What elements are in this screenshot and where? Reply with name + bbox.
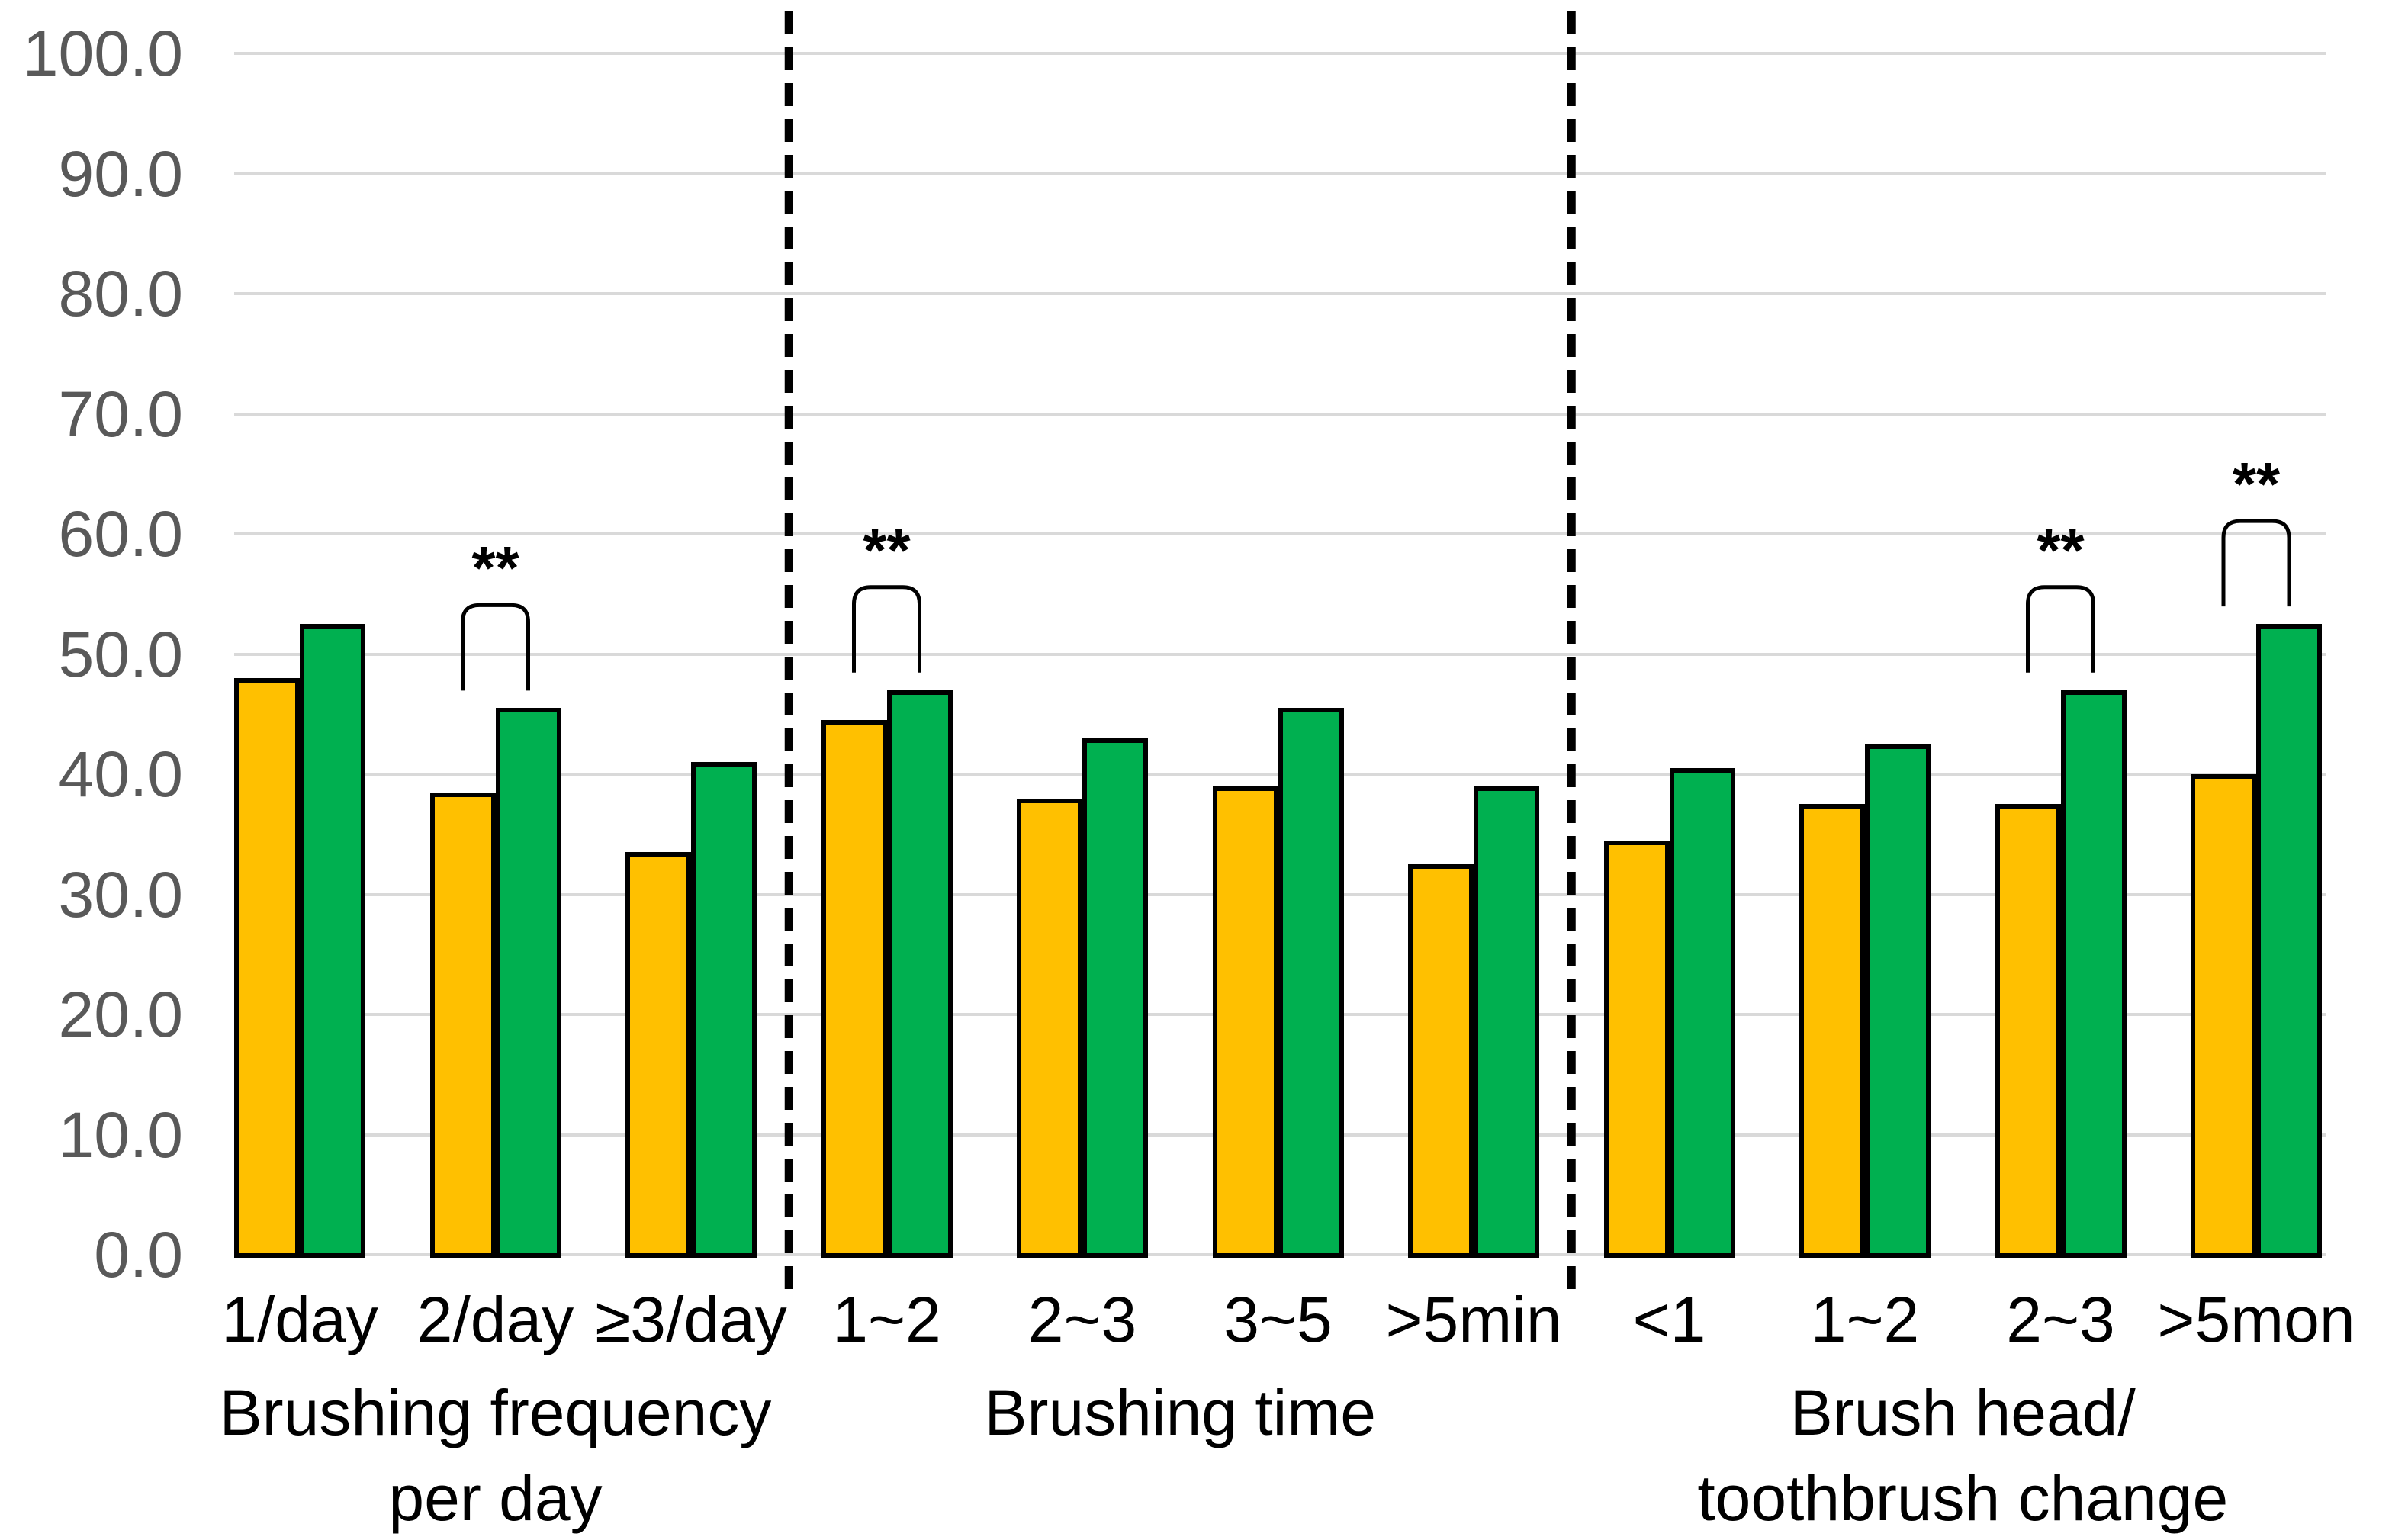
group-label-line: Brushing frequency [219,1377,772,1448]
significance-stars: ** [2037,516,2085,584]
y-tick-label: 30.0 [58,858,184,931]
y-tick-label: 0.0 [94,1219,183,1291]
category-label: 1~2 [832,1284,941,1355]
gridline [234,412,2326,416]
category-label: ≥3/day [595,1284,787,1355]
bar-green-series-8 [1865,744,1931,1258]
category-label: 1~2 [1810,1284,1920,1355]
y-tick-label: 90.0 [58,137,184,210]
category-label: >5mon [2157,1284,2355,1355]
category-label: <1 [1632,1284,1706,1355]
group-label-line: per day [388,1462,603,1534]
y-tick-label: 60.0 [58,498,184,570]
significance-bracket [852,585,921,673]
significance-stars: ** [863,516,911,584]
bar-orange-series-0 [234,678,300,1258]
bar-green-series-7 [1669,768,1735,1258]
y-tick-label: 70.0 [58,378,184,450]
bar-green-series-10 [2256,624,2322,1258]
group-label-line: Brush head/ [1789,1377,2136,1448]
gridline [234,292,2326,295]
y-tick-label: 40.0 [58,738,184,810]
bar-orange-series-6 [1408,864,1474,1258]
bar-green-series-1 [495,708,561,1258]
bar-green-series-6 [1474,786,1539,1258]
bar-orange-series-2 [625,852,691,1258]
gridline [234,532,2326,535]
bar-green-series-9 [2060,690,2127,1258]
bar-orange-series-5 [1212,786,1278,1258]
significance-stars: ** [2232,450,2281,519]
category-label: 3~5 [1223,1284,1333,1355]
group-label-line: Brushing time [984,1377,1377,1448]
significance-stars: ** [471,534,519,603]
bar-green-series-5 [1278,708,1344,1258]
gridline [234,652,2326,656]
bar-green-series-3 [886,690,953,1258]
category-label: 1/day [221,1284,378,1355]
group-label-line: toothbrush change [1697,1462,2229,1534]
category-label: 2/day [416,1284,574,1355]
bar-green-series-0 [300,624,365,1258]
significance-bracket [461,603,530,691]
bar-orange-series-9 [1995,804,2061,1258]
significance-bracket [2026,585,2095,673]
bar-green-series-2 [691,762,757,1258]
bar-orange-series-4 [1017,798,1082,1258]
bar-orange-series-7 [1603,840,1670,1258]
bar-green-series-4 [1082,738,1148,1258]
bar-orange-series-1 [429,792,496,1258]
bar-orange-series-10 [2191,774,2256,1258]
category-label: 2~3 [1027,1284,1137,1355]
y-tick-label: 80.0 [58,258,184,330]
category-label: >5min [1385,1284,1562,1355]
bar-orange-series-8 [1799,804,1865,1258]
bar-orange-series-3 [821,720,887,1258]
y-tick-label: 50.0 [58,618,184,690]
category-label: 2~3 [2006,1284,2115,1355]
gridline [234,52,2326,55]
y-tick-label: 20.0 [58,979,184,1050]
y-tick-label: 10.0 [58,1098,184,1171]
y-tick-label: 100.0 [22,18,183,89]
gridline [234,172,2326,175]
